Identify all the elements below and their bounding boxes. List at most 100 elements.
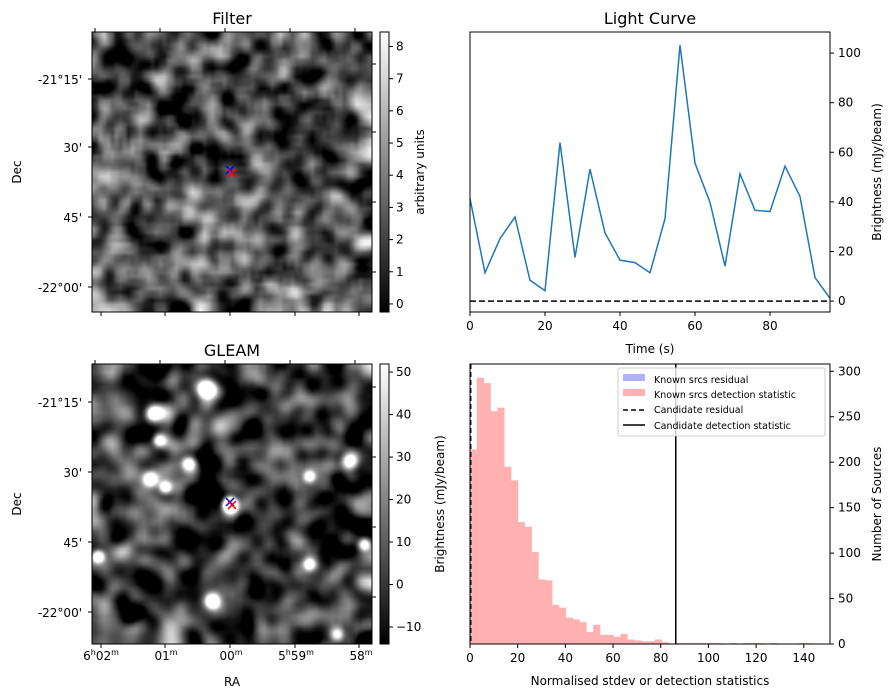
- legend-box: [617, 367, 826, 437]
- histogram-bar: [490, 411, 498, 644]
- histogram-bar: [504, 466, 512, 644]
- filter-ytick: 30': [63, 141, 82, 155]
- colorbar-tick-label: 0: [396, 578, 404, 592]
- histogram-bar: [558, 607, 567, 644]
- gleam-colorbar-ticks: 50 40 30 20 10 0 −10: [389, 365, 421, 634]
- histogram-xtick-label: 0: [466, 651, 474, 665]
- histogram-ytick-label: 100: [838, 546, 861, 560]
- ra-tick-label: 00m: [219, 648, 242, 663]
- legend-label: Candidate detection statistic: [654, 421, 791, 432]
- colorbar-tick-label: 10: [396, 535, 411, 549]
- histogram-bar: [634, 640, 642, 644]
- histogram-bar: [606, 634, 614, 644]
- histogram-xtick-label: 140: [792, 651, 815, 665]
- lightcurve-title: Light Curve: [604, 9, 696, 28]
- histogram-ytick-label: 150: [838, 501, 861, 515]
- filter-colorbar-label: arbitrary units: [413, 129, 427, 215]
- colorbar-tick-label: 8: [396, 39, 404, 53]
- gleam-ytick: -22°00': [38, 606, 82, 620]
- histogram-bar: [572, 619, 580, 644]
- histogram-bar: [600, 634, 608, 644]
- lightcurve-ytick-label: 0: [838, 294, 846, 308]
- lightcurve-ytick-label: 80: [838, 96, 853, 110]
- lightcurve-xtick-label: 60: [687, 319, 702, 333]
- histogram-bar: [545, 580, 553, 644]
- histogram-bar: [613, 636, 621, 644]
- colorbar-tick-label: 5: [396, 136, 404, 150]
- lightcurve-xlabel: Time (s): [625, 342, 675, 356]
- histogram-ylabel: Number of Sources: [870, 447, 884, 562]
- lightcurve-ytick-label: 100: [838, 46, 861, 60]
- legend-swatch-detection: [623, 389, 645, 396]
- histogram-bar: [593, 624, 601, 644]
- legend-label: Candidate residual: [654, 405, 743, 416]
- filter-colorbar-ticks: 0 1 2 3 4 5 6 7 8: [389, 39, 404, 311]
- legend-label: Known srcs residual: [654, 375, 748, 386]
- legend: Known srcs residual Known srcs detection…: [617, 367, 826, 437]
- histogram-bar: [586, 632, 594, 644]
- filter-ytick: 45': [63, 211, 82, 225]
- histogram-bar: [517, 522, 526, 644]
- legend-swatch-residual: [623, 374, 645, 381]
- histogram-ytick-label: 250: [838, 410, 861, 424]
- colorbar-tick-label: 6: [396, 104, 404, 118]
- histogram-plot: 0 20 40 60 80 100 120 140 0 50 100 150 200 250 300: [466, 364, 861, 665]
- filter-colorbar: [379, 31, 390, 313]
- colorbar-tick-label: 30: [396, 450, 411, 464]
- histogram-bar: [531, 552, 539, 644]
- gleam-colorbar-label: Brightness (mJy/beam): [433, 435, 447, 573]
- colorbar-tick-label: 20: [396, 493, 411, 507]
- ra-tick-label: 58m: [349, 648, 372, 663]
- gleam-frame: [91, 363, 373, 645]
- histogram-bar: [565, 617, 573, 644]
- gleam-ylabel: Dec: [10, 492, 24, 515]
- candidate-marker-icon: [227, 500, 237, 510]
- lightcurve-xtick-label: 80: [762, 319, 777, 333]
- lightcurve-frame: [469, 31, 831, 313]
- legend-label: Known srcs detection statistic: [654, 390, 796, 401]
- filter-ylabel: Dec: [10, 160, 24, 183]
- colorbar-tick-label: 3: [396, 200, 404, 214]
- histogram-xtick-label: 120: [745, 651, 768, 665]
- colorbar-tick-label: 50: [396, 365, 411, 379]
- histogram-bar: [552, 604, 560, 644]
- histogram-ytick-label: 0: [838, 637, 846, 651]
- histogram-bar: [476, 377, 484, 644]
- gleam-colorbar: [379, 363, 390, 645]
- histogram-frame: [469, 363, 831, 645]
- ra-tick-label: 6h02m: [83, 648, 119, 663]
- histogram-xtick-label: 80: [653, 651, 668, 665]
- lightcurve-ylabel: Brightness (mJy/beam): [870, 103, 884, 241]
- gleam-xlabel: RA: [224, 675, 241, 689]
- histogram-ytick-label: 50: [838, 592, 853, 606]
- candidate-marker-icon: [227, 168, 237, 178]
- filter-ytick: -22°00': [38, 281, 82, 295]
- colorbar-tick-label: 40: [396, 408, 411, 422]
- histogram-bar: [579, 622, 587, 644]
- histogram-xlabel: Normalised stdev or detection statistics: [531, 674, 770, 688]
- histogram-xtick-label: 100: [697, 651, 720, 665]
- gleam-ytick: 45': [63, 536, 82, 550]
- histogram-ytick-label: 300: [838, 364, 861, 378]
- colorbar-tick-label: 1: [396, 265, 404, 279]
- histogram-xtick-label: 40: [558, 651, 573, 665]
- filter-frame: [91, 31, 373, 313]
- lightcurve-ytick-label: 40: [838, 195, 853, 209]
- histogram-bar: [470, 449, 478, 644]
- ra-tick-label: 01m: [154, 648, 177, 663]
- gleam-xticks: 6h02m 01m 00m 5h59m 58m: [83, 648, 373, 663]
- gleam-title: GLEAM: [204, 341, 260, 360]
- histogram-bar: [647, 641, 656, 644]
- filter-title: Filter: [212, 9, 252, 28]
- lightcurve-xtick-label: 20: [537, 319, 552, 333]
- histogram-bar: [497, 407, 505, 644]
- histogram-bar: [524, 526, 532, 644]
- gleam-ytick: 30': [63, 466, 82, 480]
- filter-ytick: -21°15': [38, 73, 82, 87]
- lightcurve-xtick-label: 0: [466, 319, 474, 333]
- colorbar-tick-label: 0: [396, 297, 404, 311]
- histogram-xtick-label: 20: [510, 651, 525, 665]
- histogram-bar: [641, 641, 649, 644]
